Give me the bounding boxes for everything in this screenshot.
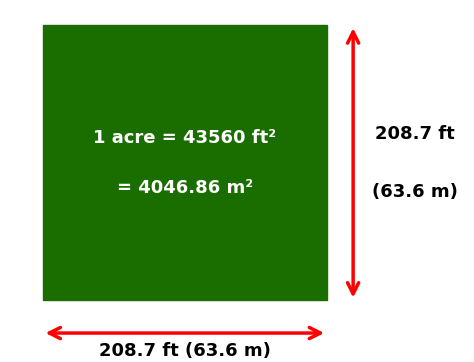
Text: 208.7 ft (63.6 m): 208.7 ft (63.6 m) <box>99 342 271 360</box>
Text: = 4046.86 m²: = 4046.86 m² <box>117 179 253 197</box>
Text: (63.6 m): (63.6 m) <box>372 183 458 201</box>
Bar <box>43 25 327 300</box>
Text: 208.7 ft: 208.7 ft <box>375 125 455 143</box>
Text: 1 acre = 43560 ft²: 1 acre = 43560 ft² <box>93 129 276 147</box>
